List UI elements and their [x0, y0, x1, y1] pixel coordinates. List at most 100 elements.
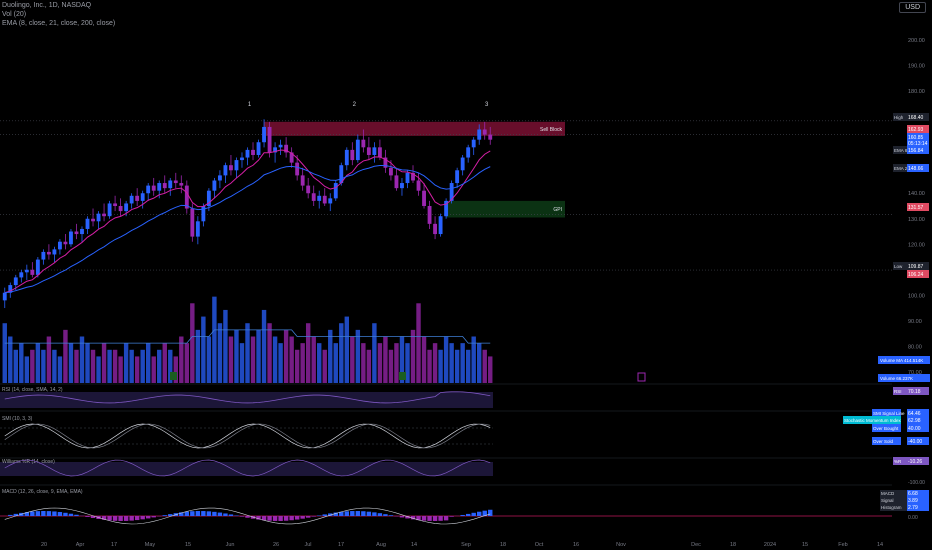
volume-bar — [460, 343, 465, 383]
candle-body — [251, 149, 255, 155]
macd-histogram-bar — [421, 516, 427, 521]
candle-body — [41, 251, 46, 260]
macd-histogram-bar — [52, 511, 57, 516]
macd-histogram-bar — [339, 511, 344, 516]
stoch-label-value: -40.00 — [908, 439, 922, 445]
price-tick-label: 100.00 — [908, 293, 925, 299]
price-tick-label: 80.00 — [908, 344, 922, 350]
macd-label-name: Histogram — [881, 505, 902, 510]
wr-label-value: -10.26 — [908, 459, 922, 465]
volume-legend[interactable]: Vol (20) — [2, 11, 27, 18]
wr-label-name: %R — [894, 459, 902, 464]
stoch-label-name: Over Bought — [873, 426, 899, 431]
volume-bar — [30, 349, 35, 383]
candle-body — [91, 218, 95, 222]
event-marker — [170, 372, 177, 380]
candle-body — [24, 269, 29, 273]
macd-histogram-bar — [471, 512, 476, 516]
price-label-value: 106.24 — [908, 272, 924, 278]
volume-bar — [13, 349, 18, 383]
macd-histogram-bar — [217, 512, 223, 516]
macd-histogram-bar — [328, 513, 333, 516]
price-label-tag — [893, 262, 907, 270]
wave-label: 3 — [485, 102, 489, 108]
price-tick-label: 170.00 — [908, 115, 925, 121]
candle-body — [19, 272, 24, 278]
candle-body — [206, 190, 211, 206]
price-tick-label: 140.00 — [908, 191, 925, 197]
macd-histogram-bar — [300, 516, 305, 519]
price-label-value: 05:13:14 — [908, 141, 928, 147]
volume-bar — [239, 343, 245, 383]
price-label-value: 109.87 — [908, 264, 924, 270]
x-axis-tick: Nov — [616, 542, 626, 548]
candle-body — [195, 221, 200, 237]
rsi-band — [0, 392, 493, 408]
volume-bar — [212, 296, 217, 383]
candle-body — [190, 208, 195, 237]
macd-histogram-bar — [322, 514, 327, 516]
macd-histogram-bar — [41, 511, 46, 516]
macd-label-tag — [880, 504, 907, 511]
macd-histogram-bar — [24, 512, 30, 516]
volume-bar — [245, 323, 250, 383]
macd-histogram-bar — [317, 515, 322, 516]
wave-label: 2 — [353, 102, 357, 108]
candle-body — [284, 144, 289, 153]
macd-histogram-bar — [261, 516, 267, 521]
candle-body — [118, 206, 123, 212]
volume-bar — [57, 356, 63, 383]
rsi-legend: RSI (14, close, SMA, 14, 2) — [2, 387, 63, 393]
macd-histogram-bar — [410, 516, 416, 520]
wr-legend: Williams %R (14, close) — [2, 459, 55, 465]
candle-body — [333, 183, 338, 199]
price-label-box — [907, 164, 929, 172]
macd-label-tag — [880, 490, 907, 497]
currency-button[interactable]: USD — [899, 2, 926, 13]
volume-bar — [168, 349, 173, 383]
macd-histogram-bar — [68, 513, 74, 516]
volume-bar — [68, 343, 74, 383]
volume-bar — [134, 356, 140, 383]
macd-legend: MACD (12, 26, close, 9, EMA, EMA) — [2, 489, 83, 495]
candle-body — [217, 175, 222, 181]
price-label-tag — [893, 113, 907, 121]
x-axis-tick: Sep — [461, 542, 471, 548]
macd-histogram-bar — [57, 512, 63, 516]
price-label-value: 148.66 — [908, 166, 924, 172]
macd-histogram-bar — [366, 511, 372, 516]
macd-line — [4, 507, 491, 525]
symbol-legend[interactable]: Duolingo, Inc., 1D, NASDAQ — [2, 2, 92, 9]
volume-bar — [123, 343, 129, 383]
volume-bar — [184, 343, 190, 383]
candle-body — [361, 139, 366, 148]
macd-histogram-bar — [201, 511, 206, 516]
ema-legend[interactable]: EMA (8, close, 21, close, 200, close) — [2, 20, 116, 27]
rsi-label-name: RSI — [894, 389, 902, 394]
wr-band — [0, 462, 493, 476]
x-axis-tick: 20 — [41, 542, 47, 548]
macd-histogram-bar — [350, 511, 355, 516]
volume-bar — [294, 349, 300, 383]
price-tick-label: 90.00 — [908, 319, 922, 325]
x-axis-tick: Dec — [691, 542, 701, 548]
volume-bar — [256, 329, 261, 383]
volume-label-box — [878, 356, 930, 364]
candle-body — [245, 149, 250, 158]
macd-histogram-bar — [145, 516, 151, 519]
x-axis-tick: Aug — [376, 542, 386, 548]
volume-bar — [471, 336, 476, 383]
candle-body — [400, 183, 404, 189]
x-axis-tick: Jul — [304, 542, 311, 548]
volume-bar — [96, 356, 101, 383]
price-label-box — [907, 139, 929, 147]
macd-histogram-bar — [372, 512, 377, 516]
volume-bar — [305, 323, 311, 383]
stoch-label-tag — [872, 409, 901, 417]
macd-histogram-bar — [405, 516, 410, 519]
wr-line — [4, 459, 491, 477]
volume-bar — [8, 336, 13, 383]
macd-histogram-bar — [151, 516, 156, 518]
price-tick-label: 110.00 — [908, 268, 924, 274]
